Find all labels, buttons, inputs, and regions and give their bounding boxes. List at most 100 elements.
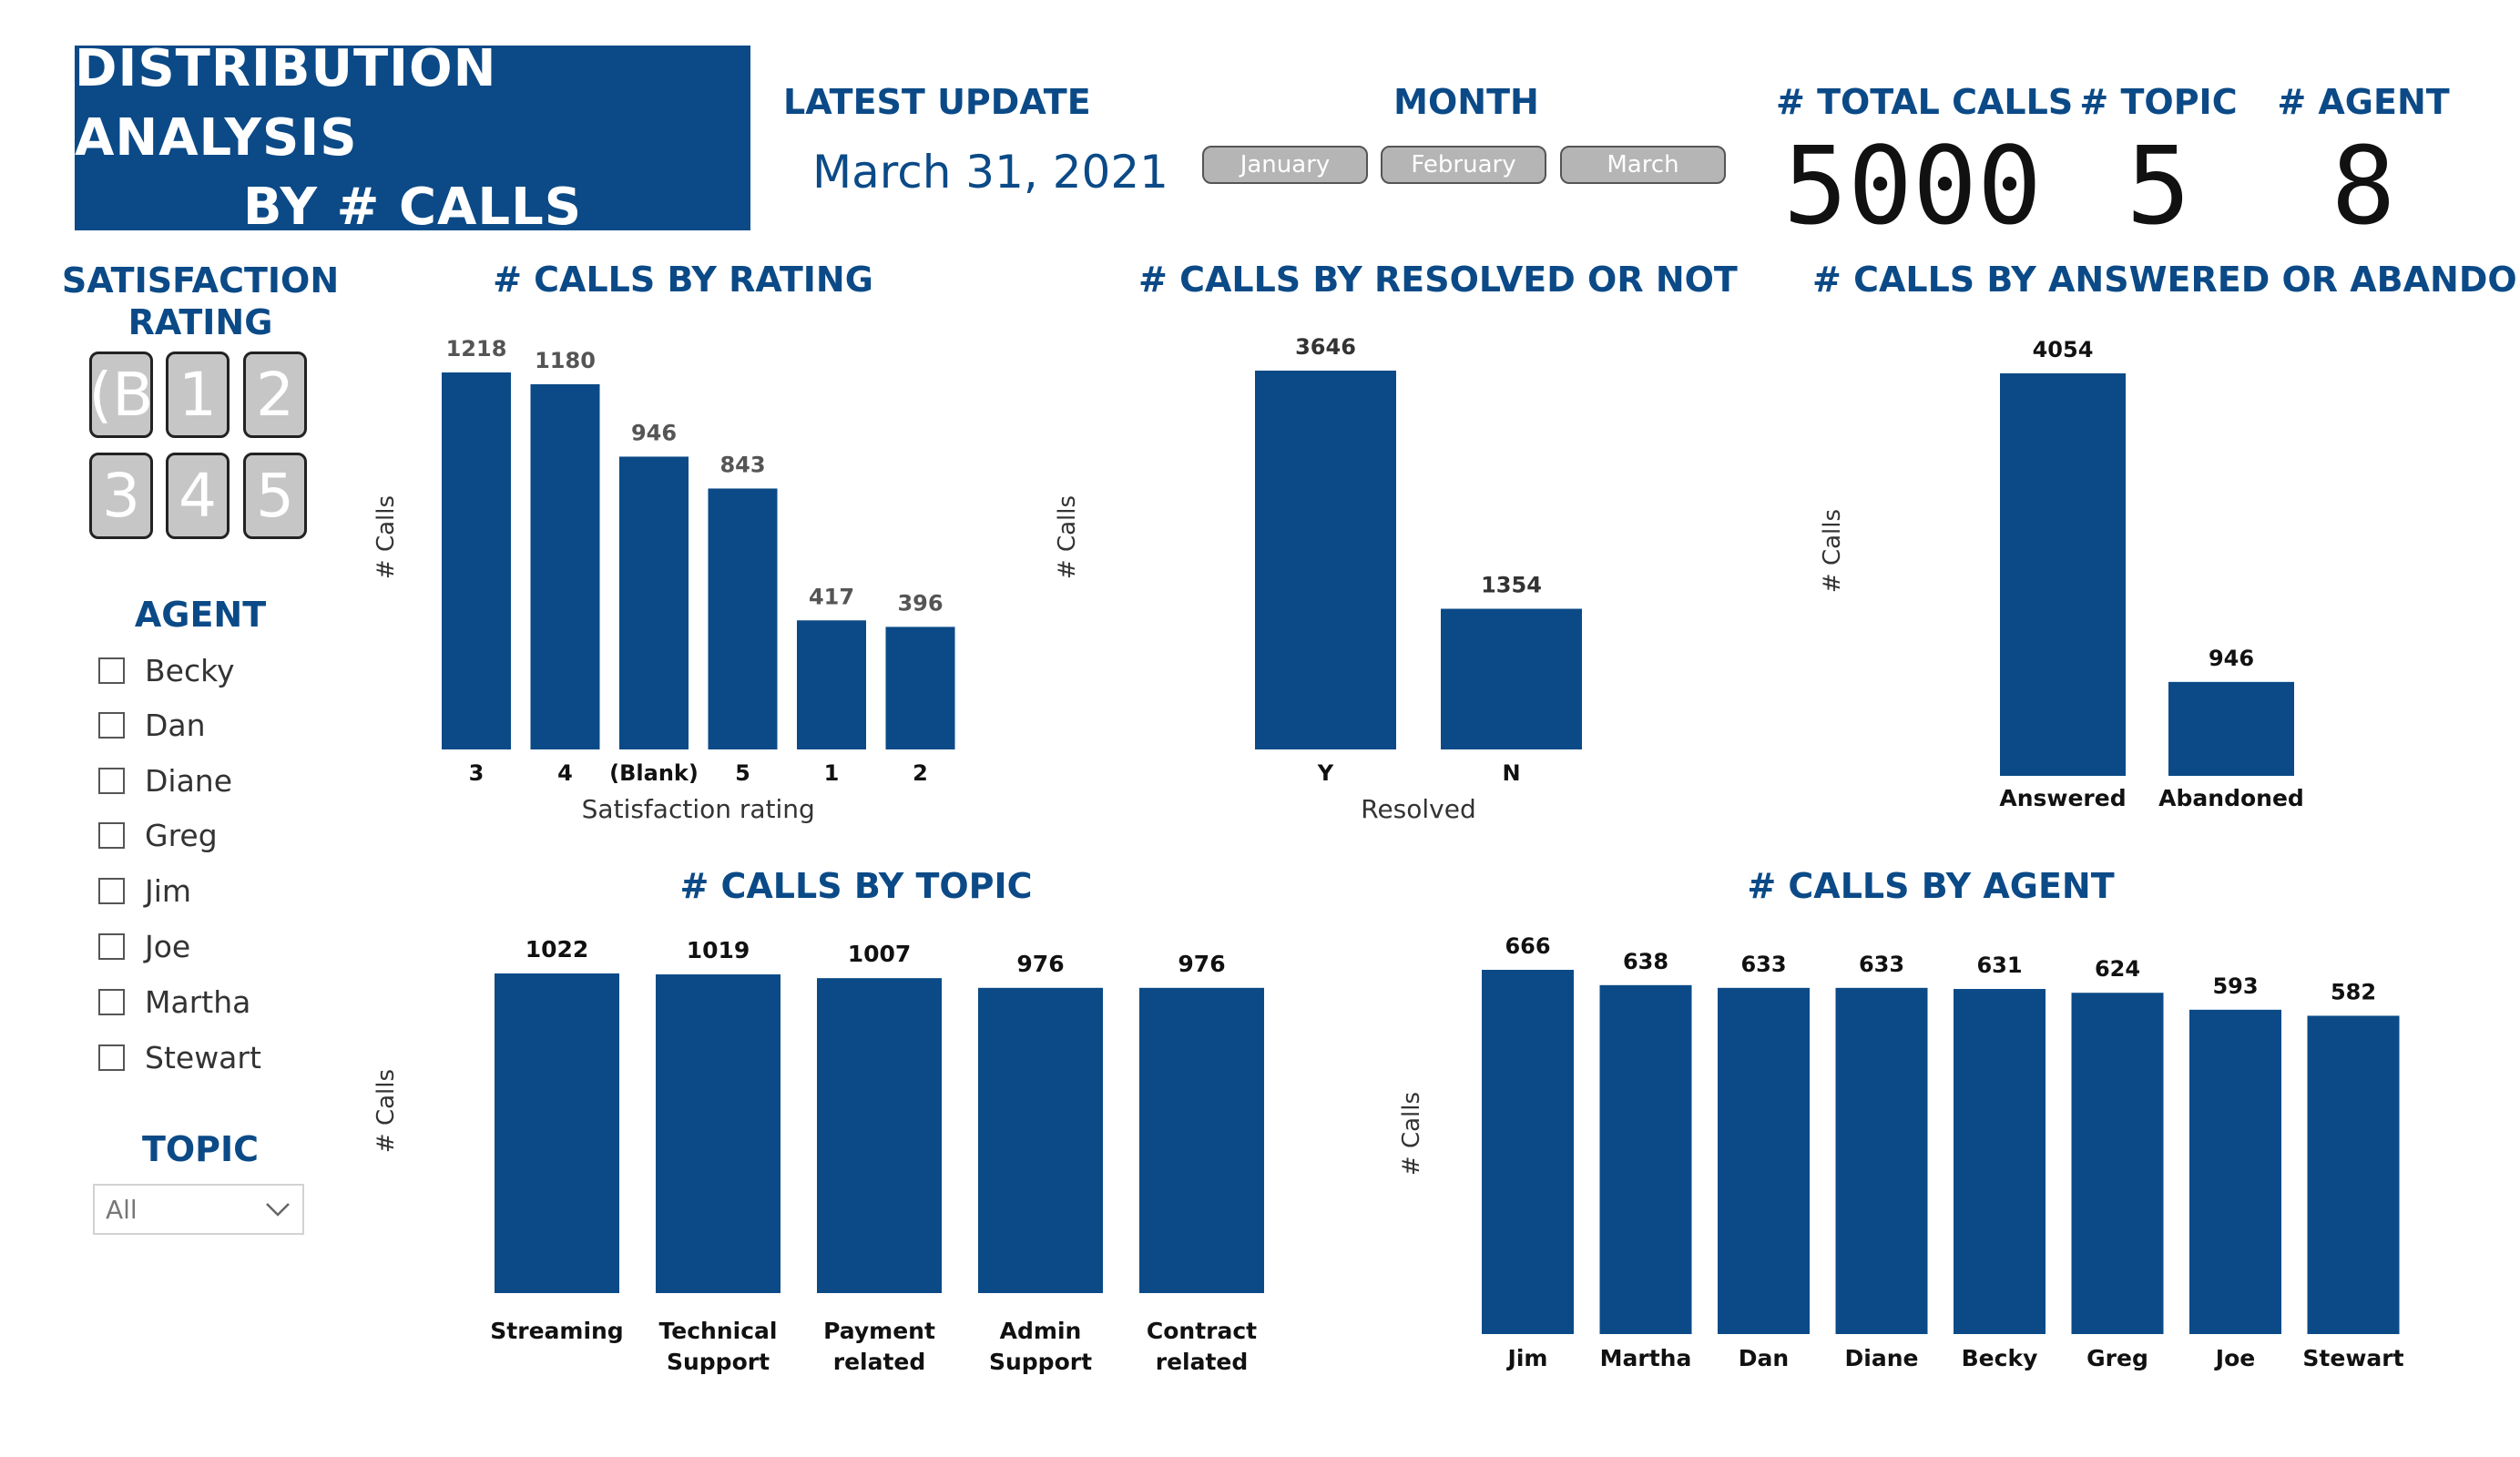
- agent-option-jim[interactable]: Jim: [98, 868, 191, 913]
- bar[interactable]: [2071, 993, 2164, 1334]
- category-label: (Blank): [609, 760, 699, 786]
- bar[interactable]: [2307, 1015, 2400, 1334]
- rating-tile-2[interactable]: 2: [243, 352, 307, 438]
- bar[interactable]: [656, 974, 780, 1293]
- bar[interactable]: [708, 488, 778, 749]
- category-label: Martha: [1600, 1345, 1692, 1371]
- category-label: Streaming: [490, 1318, 623, 1344]
- category-label: 3: [469, 760, 485, 786]
- checkbox-icon[interactable]: [98, 1044, 125, 1071]
- y-axis-label: # Calls: [1398, 1092, 1425, 1176]
- rating-tile-blank[interactable]: (B: [89, 352, 153, 438]
- data-label: 976: [1016, 951, 1064, 977]
- category-label: Abandoned: [2158, 785, 2304, 811]
- total-calls-label: # TOTAL CALLS: [1776, 82, 2074, 122]
- category-label: Becky: [1962, 1345, 2038, 1371]
- rating-tile-5[interactable]: 5: [243, 453, 307, 539]
- month-button-january[interactable]: January: [1202, 146, 1368, 184]
- data-label: 1218: [446, 336, 507, 362]
- topic-count-label: # TOPIC: [2079, 82, 2238, 122]
- category-label: related: [833, 1349, 926, 1375]
- bar[interactable]: [1835, 987, 1928, 1334]
- chart-title-answered: # CALLS BY ANSWERED OR ABANDONED: [1812, 260, 2520, 300]
- bar[interactable]: [1954, 989, 2046, 1334]
- satisfaction-rating-label: SATISFACTION RATING: [55, 260, 346, 343]
- data-label: 4054: [2033, 337, 2094, 362]
- agent-option-label: Jim: [145, 872, 192, 909]
- bar[interactable]: [797, 620, 866, 749]
- agent-option-dan[interactable]: Dan: [98, 702, 206, 748]
- checkbox-icon[interactable]: [98, 988, 125, 1015]
- chart-title-topic: # CALLS BY TOPIC: [679, 866, 1033, 906]
- agent-option-martha[interactable]: Martha: [98, 979, 250, 1024]
- category-label: Payment: [823, 1318, 935, 1344]
- bar[interactable]: [619, 456, 689, 749]
- chart-title-rating: # CALLS BY RATING: [493, 260, 873, 300]
- month-button-march[interactable]: March: [1560, 146, 1726, 184]
- agent-option-joe[interactable]: Joe: [98, 923, 190, 969]
- bar[interactable]: [530, 383, 600, 749]
- bar[interactable]: [442, 372, 511, 749]
- bar[interactable]: [1599, 984, 1692, 1334]
- bar[interactable]: [495, 973, 619, 1293]
- bar[interactable]: [2168, 681, 2294, 776]
- chart-title-resolved: # CALLS BY RESOLVED OR NOT: [1138, 260, 1738, 300]
- data-label: 1007: [848, 941, 912, 967]
- topic-dropdown-value: All: [106, 1194, 138, 1225]
- category-label: Contract: [1147, 1318, 1257, 1344]
- agent-option-greg[interactable]: Greg: [98, 812, 218, 858]
- bar[interactable]: [817, 978, 942, 1293]
- topic-count-value: 5: [2126, 123, 2191, 249]
- checkbox-icon[interactable]: [98, 821, 125, 849]
- bar[interactable]: [1255, 371, 1396, 749]
- bar[interactable]: [978, 987, 1103, 1293]
- dashboard-title: DISTRIBUTION ANALYSIS BY # CALLS: [75, 39, 750, 237]
- agent-option-stewart[interactable]: Stewart: [98, 1034, 261, 1080]
- rating-tile-4[interactable]: 4: [166, 453, 230, 539]
- data-label: 1180: [535, 348, 596, 373]
- month-label: MONTH: [1393, 82, 1539, 122]
- data-label: 638: [1623, 949, 1668, 974]
- rating-tile-3[interactable]: 3: [89, 453, 153, 539]
- x-axis-label: Resolved: [1361, 794, 1476, 824]
- checkbox-icon[interactable]: [98, 767, 125, 794]
- latest-update-value: March 31, 2021: [812, 146, 1168, 199]
- category-label: Answered: [1999, 785, 2126, 811]
- data-label: 3646: [1295, 334, 1356, 360]
- category-label: 2: [913, 760, 928, 786]
- data-label: 593: [2212, 973, 2258, 999]
- checkbox-icon[interactable]: [98, 877, 125, 904]
- checkbox-icon[interactable]: [98, 711, 125, 739]
- category-label: Support: [989, 1349, 1092, 1375]
- bar[interactable]: [1482, 970, 1574, 1334]
- agent-option-label: Dan: [145, 707, 206, 743]
- bar[interactable]: [1139, 987, 1264, 1293]
- y-axis-label: # Calls: [372, 495, 400, 579]
- category-label: Y: [1317, 760, 1334, 786]
- rating-tile-1[interactable]: 1: [166, 352, 230, 438]
- agent-count-label: # AGENT: [2277, 82, 2450, 122]
- category-label: Greg: [2086, 1345, 2148, 1371]
- month-button-february[interactable]: February: [1381, 146, 1546, 184]
- agent-option-label: Martha: [145, 983, 251, 1020]
- bar[interactable]: [2189, 1009, 2281, 1334]
- x-axis-label: Satisfaction rating: [582, 794, 815, 824]
- bar[interactable]: [1718, 987, 1810, 1334]
- topic-dropdown[interactable]: All: [93, 1184, 304, 1235]
- agent-option-becky[interactable]: Becky: [98, 647, 235, 693]
- category-label: Diane: [1845, 1345, 1919, 1371]
- title-line-1: DISTRIBUTION ANALYSIS: [75, 38, 497, 168]
- agent-option-diane[interactable]: Diane: [98, 758, 232, 803]
- category-label: Dan: [1739, 1345, 1789, 1371]
- bar[interactable]: [885, 627, 955, 749]
- bar[interactable]: [1441, 608, 1582, 749]
- category-label: related: [1156, 1349, 1249, 1375]
- checkbox-icon[interactable]: [98, 932, 125, 960]
- checkbox-icon[interactable]: [98, 657, 125, 684]
- bar[interactable]: [2000, 373, 2126, 776]
